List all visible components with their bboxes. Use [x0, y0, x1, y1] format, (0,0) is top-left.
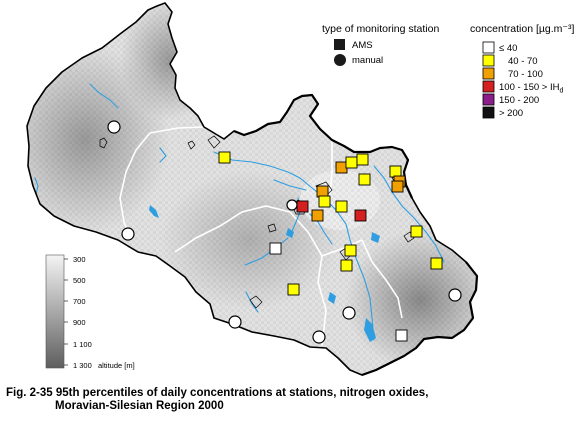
altitude-scale: 300 500 700 900 1 100 1 300 altitude [m]	[45, 254, 135, 370]
station-ams-11	[318, 195, 331, 208]
station-ams-10	[311, 209, 324, 222]
station-ams-12	[296, 200, 309, 213]
manual-stations	[107, 120, 462, 344]
station-ams-17	[340, 259, 353, 272]
figure-caption: Fig. 2-35 95th percentiles of daily conc…	[6, 387, 581, 413]
altitude-label-3: 700	[73, 297, 86, 306]
altitude-label-1: 300	[73, 255, 86, 264]
legend-manual-symbol	[334, 54, 346, 66]
legend-ams-symbol	[334, 39, 345, 50]
station-ams-3	[335, 161, 348, 174]
station-manual-5	[342, 306, 356, 320]
altitude-label-4: 900	[73, 318, 86, 327]
station-ams-4	[345, 156, 358, 169]
altitude-label-5: 1 100	[73, 340, 92, 349]
station-ams-21	[395, 329, 408, 342]
station-manual-4	[312, 330, 326, 344]
station-ams-20	[269, 242, 282, 255]
station-ams-14	[354, 209, 367, 222]
legend-class-label-4-main: 100 - 150 > IH	[499, 82, 560, 93]
legend-class-swatch-2	[482, 54, 495, 67]
caption-line-1: Fig. 2-35 95th percentiles of daily conc…	[6, 387, 429, 399]
legend-class-label-2: 40 - 70	[508, 56, 538, 67]
legend-class-swatch-5	[482, 93, 495, 106]
station-ams-2	[358, 173, 371, 186]
state-border	[233, 93, 479, 377]
rivers	[34, 83, 445, 341]
legend-concentration-title: concentration [µg.m⁻³]	[470, 23, 574, 35]
station-ams-13	[335, 200, 348, 213]
station-ams-9	[316, 185, 329, 198]
legend-class-label-1: ≤ 40	[499, 43, 517, 54]
station-ams-1	[218, 151, 231, 164]
legend-class-swatch-4	[482, 80, 495, 93]
legend-type-title: type of monitoring station	[322, 23, 439, 35]
altitude-bar	[45, 254, 65, 369]
legend-ams-label: AMS	[352, 40, 373, 51]
altitude-label-2: 500	[73, 276, 86, 285]
station-ams-16	[344, 244, 357, 257]
legend-manual-label: manual	[352, 55, 383, 66]
legend-concentration: concentration [µg.m⁻³] ≤ 40 40 - 70 70 -…	[470, 23, 574, 119]
reservoirs	[149, 205, 380, 342]
ams-stations	[218, 151, 443, 342]
legend-class-label-4: 100 - 150 > IHd	[499, 82, 563, 95]
legend-class-swatch-6	[482, 106, 495, 119]
legend-class-swatch-3	[482, 67, 495, 80]
station-ams-15	[410, 225, 423, 238]
station-ams-18	[430, 257, 443, 270]
station-manual-6	[448, 288, 462, 302]
legend-class-label-3: 70 - 100	[508, 69, 543, 80]
legend-class-label-5: 150 - 200	[499, 95, 539, 106]
legend-class-label-6: > 200	[499, 108, 523, 119]
station-manual-1	[107, 120, 121, 134]
station-manual-3	[228, 315, 242, 329]
altitude-title: altitude [m]	[98, 361, 135, 370]
station-manual-7	[286, 199, 298, 211]
legend-class-label-4-sub: d	[559, 88, 563, 95]
legend-class-swatch-1	[482, 41, 495, 54]
station-ams-5	[356, 153, 369, 166]
legend-station-type: type of monitoring station AMS manual	[322, 23, 439, 66]
station-ams-6	[389, 165, 402, 178]
station-manual-2	[121, 227, 135, 241]
station-ams-8	[391, 180, 404, 193]
altitude-label-6: 1 300	[73, 361, 92, 370]
station-ams-19	[287, 283, 300, 296]
caption-line-2: Moravian-Silesian Region 2000	[55, 400, 224, 412]
